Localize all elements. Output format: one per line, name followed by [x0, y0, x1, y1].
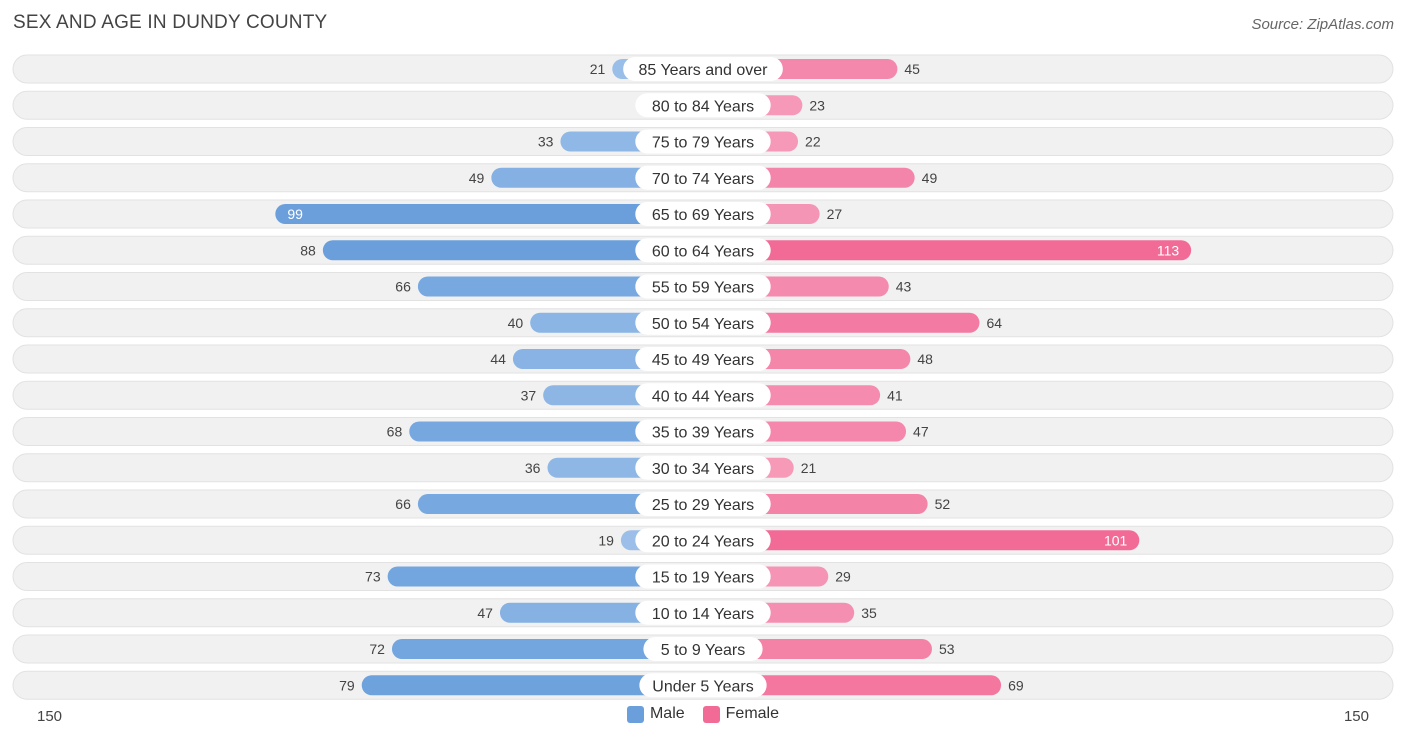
- male-value-label: 66: [395, 279, 411, 295]
- category-pill: [635, 347, 771, 371]
- male-bar: [322, 240, 703, 261]
- category-label: 85 Years and over: [639, 62, 769, 79]
- category-pill: [635, 310, 771, 335]
- male-value-label: 88: [300, 242, 316, 258]
- category-pill: [635, 202, 771, 226]
- legend-item-female[interactable]: Female: [702, 705, 780, 723]
- female-bar: [703, 240, 1192, 261]
- category-pill: [635, 274, 771, 299]
- male-value-label: 37: [521, 387, 537, 403]
- female-value-label: 101: [1104, 532, 1128, 548]
- male-value-label: 73: [365, 569, 381, 585]
- category-pill: [635, 492, 771, 516]
- category-label: Under 5 Years: [652, 678, 753, 695]
- axis-right-label: 150: [1343, 708, 1369, 725]
- category-label: 15 to 19 Years: [652, 570, 754, 587]
- male-value-label: 49: [469, 170, 485, 186]
- male-bar: [275, 204, 703, 224]
- female-value-label: 48: [917, 351, 933, 367]
- male-value-label: 19: [598, 532, 614, 548]
- category-pill: [639, 673, 767, 698]
- legend-female-label: Female: [725, 705, 780, 722]
- category-label: 80 to 84 Years: [652, 98, 754, 115]
- female-bar: [703, 530, 1140, 551]
- category-pill: [635, 165, 771, 190]
- male-value-label: 44: [490, 351, 506, 367]
- category-label: 40 to 44 Years: [652, 388, 754, 405]
- category-pill: [635, 528, 771, 553]
- category-pill: [635, 600, 771, 625]
- female-value-label: 113: [1157, 242, 1180, 258]
- female-value-label: 43: [896, 279, 912, 295]
- male-value-label: 21: [590, 61, 606, 77]
- category-label: 30 to 34 Years: [652, 461, 754, 478]
- category-pill: [623, 57, 783, 81]
- female-swatch-icon: [702, 705, 720, 723]
- category-pill: [635, 455, 771, 480]
- category-label: 45 to 49 Years: [652, 352, 754, 369]
- male-bar: [417, 276, 703, 297]
- female-value-label: 27: [827, 206, 843, 222]
- male-value-label: 66: [395, 496, 411, 512]
- male-value-label: 36: [525, 460, 541, 476]
- male-value-label: 47: [477, 605, 493, 621]
- female-value-label: 52: [935, 496, 951, 512]
- legend: Male Female: [0, 705, 1406, 723]
- legend-male-label: Male: [649, 705, 685, 722]
- category-label: 50 to 54 Years: [652, 316, 754, 333]
- male-value-label: 79: [339, 677, 355, 693]
- male-value-label: 40: [508, 315, 524, 331]
- category-pill: [635, 419, 771, 444]
- female-bar: [703, 312, 980, 333]
- category-pill: [635, 564, 771, 589]
- female-value-label: 64: [986, 315, 1002, 331]
- category-label: 10 to 14 Years: [652, 606, 754, 623]
- male-bar: [417, 494, 703, 514]
- male-bar: [387, 566, 703, 587]
- axis-left-label: 150: [37, 708, 63, 725]
- legend-item-male[interactable]: Male: [626, 705, 685, 723]
- female-value-label: 35: [861, 605, 877, 621]
- female-value-label: 45: [904, 61, 920, 77]
- female-value-label: 49: [922, 170, 938, 186]
- female-value-label: 29: [835, 569, 851, 585]
- category-label: 60 to 64 Years: [652, 243, 754, 260]
- female-value-label: 69: [1008, 677, 1024, 693]
- male-value-label: 72: [369, 641, 385, 657]
- female-value-label: 47: [913, 424, 929, 440]
- category-label: 70 to 74 Years: [652, 171, 754, 188]
- source-label: Source: ZipAtlas.com: [1251, 16, 1394, 33]
- category-label: 20 to 24 Years: [652, 533, 754, 550]
- category-label: 35 to 39 Years: [652, 425, 754, 442]
- female-value-label: 53: [939, 641, 955, 657]
- category-label: 75 to 79 Years: [652, 135, 754, 152]
- category-pill: [635, 129, 771, 154]
- chart-title: SEX AND AGE IN DUNDY COUNTY: [13, 12, 328, 33]
- male-bar: [361, 675, 703, 696]
- male-swatch-icon: [626, 705, 644, 723]
- female-value-label: 41: [887, 387, 903, 403]
- female-value-label: 22: [805, 134, 821, 150]
- female-value-label: 23: [809, 97, 825, 113]
- category-label: 25 to 29 Years: [652, 497, 754, 514]
- female-value-label: 21: [801, 460, 817, 476]
- category-pill: [643, 637, 763, 661]
- male-bar: [391, 639, 703, 659]
- male-bar: [409, 421, 703, 442]
- male-value-label: 99: [287, 206, 303, 222]
- male-value-label: 33: [538, 134, 554, 150]
- female-bar: [703, 675, 1002, 696]
- male-value-label: 68: [387, 424, 403, 440]
- category-label: 5 to 9 Years: [661, 642, 746, 659]
- category-pill: [635, 93, 771, 118]
- category-pill: [635, 383, 771, 408]
- category-pill: [635, 238, 771, 263]
- category-label: 65 to 69 Years: [652, 207, 754, 224]
- category-label: 55 to 59 Years: [652, 280, 754, 297]
